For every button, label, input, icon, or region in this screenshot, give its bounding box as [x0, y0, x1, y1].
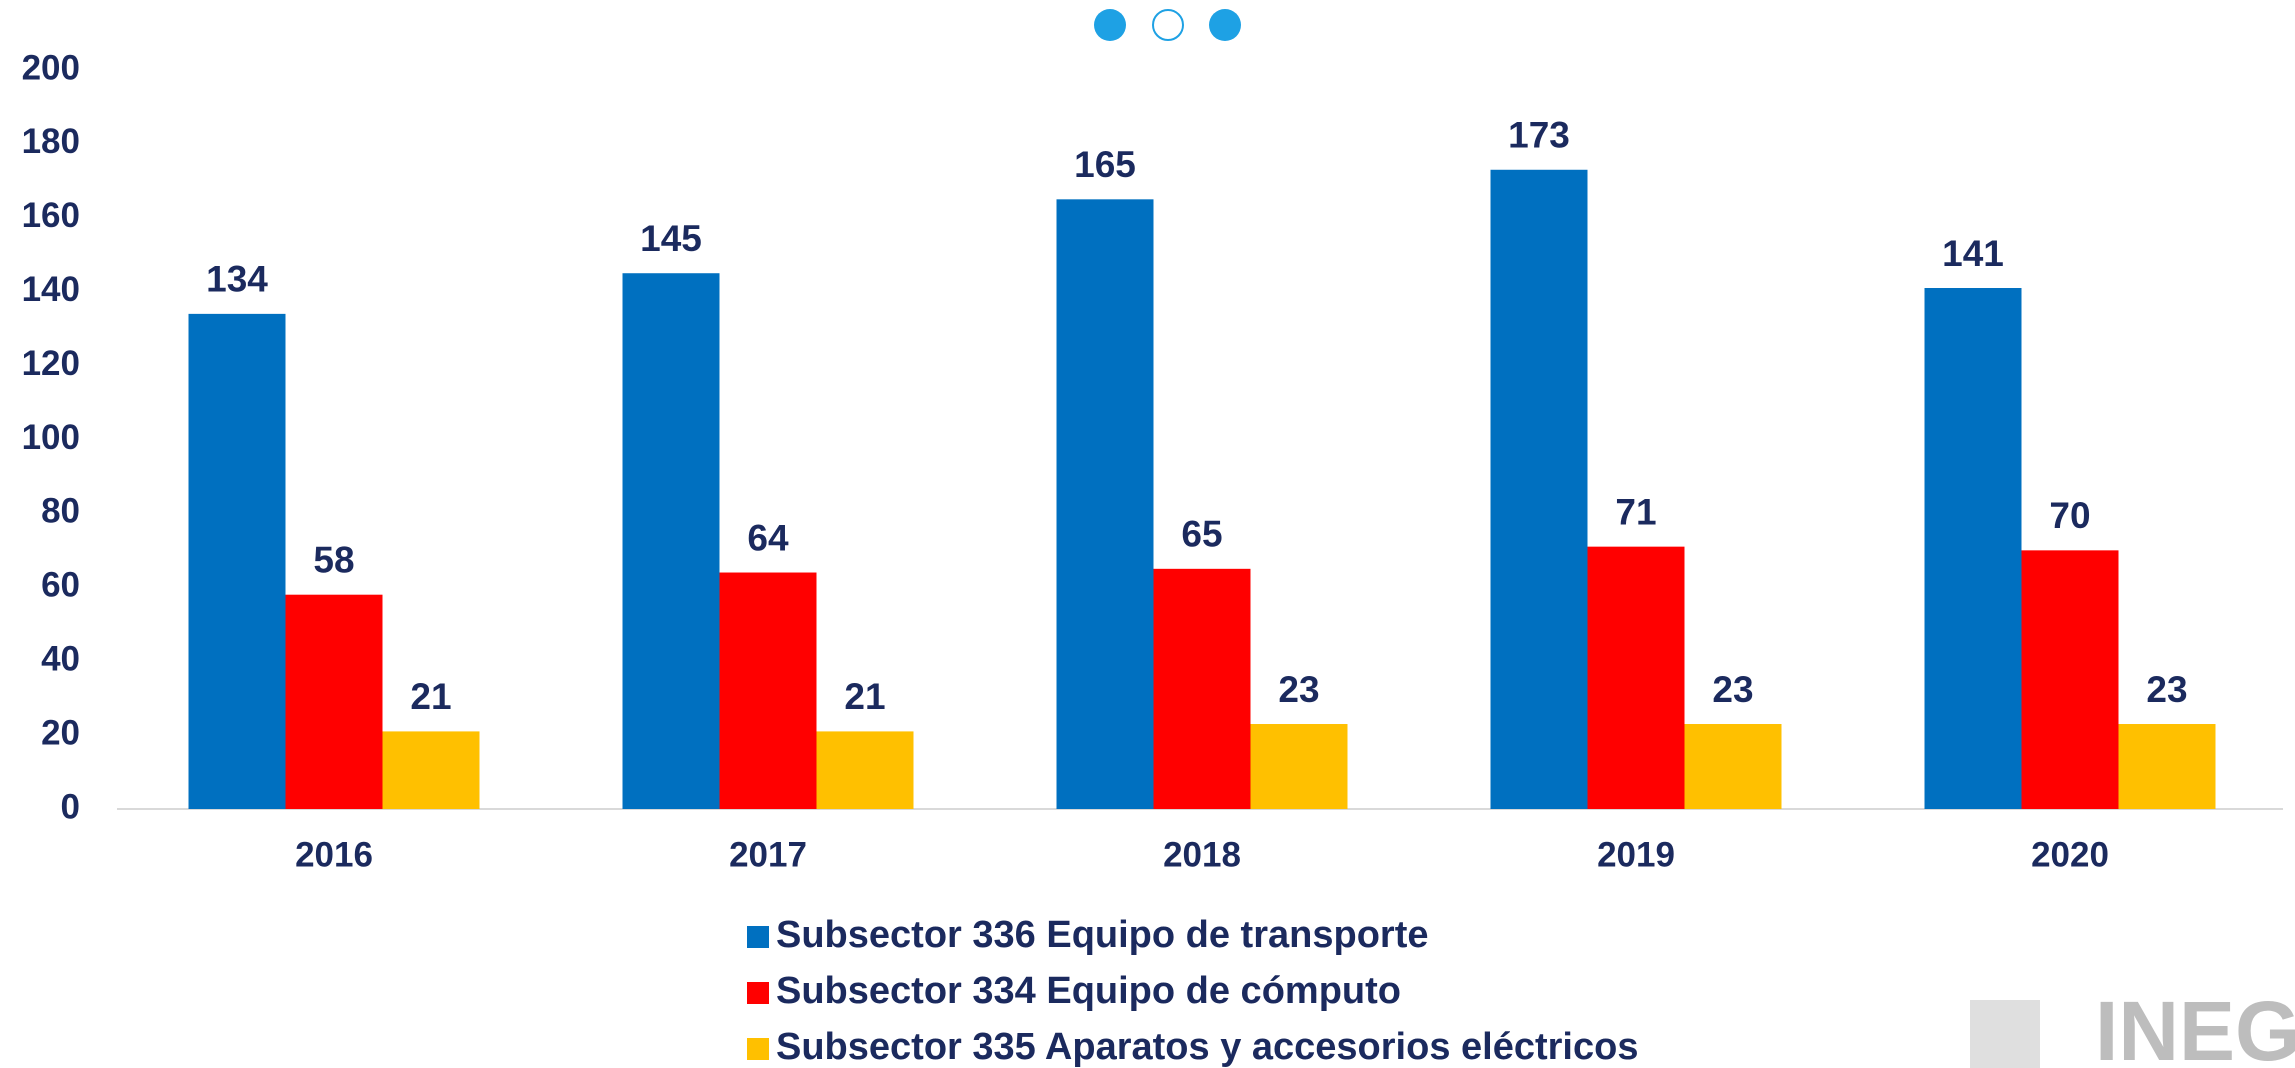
bar — [1587, 546, 1685, 809]
y-tick-label: 40 — [41, 639, 80, 678]
legend-label: Subsector 336 Equipo de transporte — [776, 914, 1428, 956]
data-label: 23 — [2146, 669, 2187, 710]
bar — [1684, 724, 1782, 809]
data-label: 71 — [1615, 491, 1656, 532]
y-tick-label: 140 — [22, 270, 80, 309]
data-label: 141 — [1942, 233, 2004, 274]
bar — [188, 313, 286, 809]
y-tick-label: 0 — [61, 787, 80, 826]
data-label: 65 — [1181, 514, 1222, 555]
data-label: 64 — [747, 517, 789, 558]
data-label: 173 — [1508, 115, 1570, 156]
y-tick-label: 60 — [41, 566, 80, 605]
logo: INEG — [1970, 984, 2295, 1068]
legend-swatch — [747, 1038, 769, 1060]
y-tick-label: 100 — [22, 418, 80, 457]
x-tick-label: 2016 — [295, 835, 373, 874]
bar — [2021, 550, 2119, 809]
legend-label: Subsector 335 Aparatos y accesorios eléc… — [776, 1026, 1638, 1068]
data-label: 23 — [1278, 669, 1319, 710]
y-tick-label: 160 — [22, 196, 80, 235]
data-label: 21 — [844, 676, 885, 717]
x-tick-label: 2019 — [1597, 835, 1675, 874]
page-dot[interactable] — [1094, 9, 1126, 41]
bar — [285, 594, 383, 809]
data-label: 21 — [410, 676, 451, 717]
bar — [1153, 568, 1251, 809]
y-tick-label: 200 — [22, 48, 80, 87]
data-label: 134 — [206, 259, 268, 300]
y-tick-label: 180 — [22, 122, 80, 161]
page-dot-active[interactable] — [1152, 9, 1184, 41]
bar — [382, 731, 480, 809]
data-label: 165 — [1074, 144, 1136, 185]
bar — [816, 731, 914, 809]
legend-swatch — [747, 982, 769, 1004]
data-label: 145 — [640, 218, 702, 259]
data-label: 23 — [1712, 669, 1753, 710]
bar — [1250, 724, 1348, 809]
logo-text: INEG — [2095, 984, 2295, 1068]
x-tick-label: 2017 — [729, 835, 807, 874]
bar — [1056, 199, 1154, 809]
data-label: 58 — [313, 539, 354, 580]
logo-mark — [1970, 1000, 2040, 1068]
bar — [622, 273, 720, 810]
bar — [2118, 724, 2216, 809]
bar — [1924, 288, 2022, 809]
x-tick-label: 2018 — [1163, 835, 1241, 874]
legend-swatch — [747, 926, 769, 948]
y-tick-label: 120 — [22, 344, 80, 383]
data-label: 70 — [2049, 495, 2090, 536]
y-tick-label: 80 — [41, 492, 80, 531]
legend-label: Subsector 334 Equipo de cómputo — [776, 970, 1401, 1012]
bar — [1490, 169, 1588, 809]
x-tick-label: 2020 — [2031, 835, 2109, 874]
y-tick-label: 20 — [41, 713, 80, 752]
page-dot[interactable] — [1209, 9, 1241, 41]
bar — [719, 572, 817, 809]
